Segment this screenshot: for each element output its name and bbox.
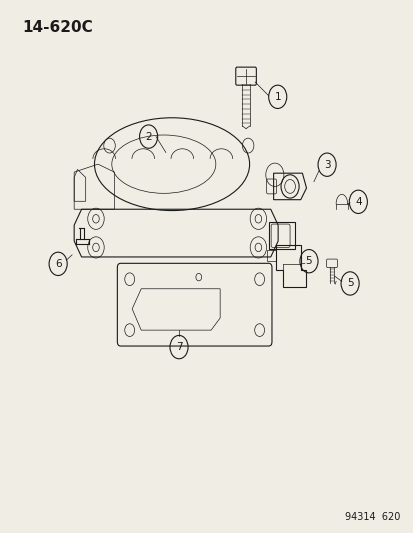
Text: 6: 6 bbox=[55, 259, 61, 269]
Text: 2: 2 bbox=[145, 132, 152, 142]
Text: 1: 1 bbox=[274, 92, 280, 102]
Text: 7: 7 bbox=[175, 342, 182, 352]
Text: 5: 5 bbox=[346, 278, 353, 288]
Text: 94314  620: 94314 620 bbox=[344, 512, 399, 522]
Text: 3: 3 bbox=[323, 160, 330, 169]
Text: 14-620C: 14-620C bbox=[22, 20, 93, 35]
Text: 4: 4 bbox=[354, 197, 361, 207]
Text: 5: 5 bbox=[305, 256, 311, 266]
